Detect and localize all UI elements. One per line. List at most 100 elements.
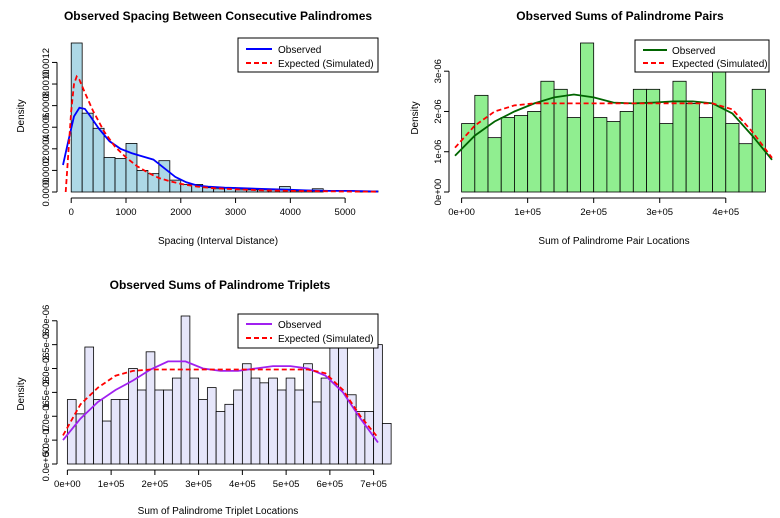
observed-density-line xyxy=(62,360,379,444)
histogram-bar xyxy=(527,111,542,193)
histogram-bar xyxy=(259,382,270,465)
histogram-bar xyxy=(92,127,105,193)
y-tick-label: 1.5e-06 xyxy=(41,376,52,408)
legend-label: Expected (Simulated) xyxy=(278,59,374,70)
histogram-bar xyxy=(632,88,647,193)
x-tick-label: 6e+05 xyxy=(317,479,344,490)
histogram-bar xyxy=(303,363,313,465)
y-tick-label: 0e+00 xyxy=(433,179,444,206)
legend-label: Observed xyxy=(278,45,321,56)
histogram-bar xyxy=(580,42,595,193)
histogram-bar xyxy=(158,160,171,193)
y-tick-label: 0.0010 xyxy=(41,69,52,98)
legend-label: Expected (Simulated) xyxy=(278,334,374,345)
histogram-bar xyxy=(619,111,634,193)
chart-triplet-sums: Observed Sums of Palindrome Triplets Den… xyxy=(16,278,392,517)
histogram-bar xyxy=(514,115,529,193)
histogram-bar xyxy=(163,389,173,465)
observed-density-line xyxy=(454,93,773,161)
histogram-bar xyxy=(119,399,130,465)
x-tick-label: 4e+05 xyxy=(229,479,256,490)
x-tick-label: 5e+05 xyxy=(273,479,300,490)
histogram-bar xyxy=(215,411,226,465)
histogram-bar xyxy=(154,389,165,465)
histogram-bar xyxy=(725,123,740,193)
histogram-bar xyxy=(224,403,235,465)
histogram-bar xyxy=(381,423,392,465)
x-axis-label: Sum of Palindrome Triplet Locations xyxy=(138,506,299,517)
chart-title: Observed Sums of Palindrome Pairs xyxy=(516,9,724,23)
plot-area: 0e+00 1e+05 2e+05 3e+05 4e+05 5e+05 6e+05 7e+05… xyxy=(41,305,392,490)
histogram-bar xyxy=(566,117,581,193)
histogram-bar xyxy=(685,103,700,193)
observed-density-line xyxy=(62,106,379,193)
legend-label: Observed xyxy=(278,320,321,331)
x-tick-label: 4e+05 xyxy=(712,207,739,218)
y-tick-label: 2e-06 xyxy=(433,99,444,123)
y-tick-label: 0.0004 xyxy=(41,134,52,163)
histogram-bar xyxy=(93,399,103,465)
y-tick-label: 0.0008 xyxy=(41,91,52,120)
histogram-bar xyxy=(698,117,713,193)
y-tick-label: 0.0000 xyxy=(41,177,52,206)
x-tick-label: 1000 xyxy=(115,207,136,218)
histogram-bar xyxy=(329,339,340,465)
histogram-bar xyxy=(320,377,331,465)
y-tick-label: 0.0002 xyxy=(41,156,52,185)
histogram-bar xyxy=(110,399,121,465)
y-tick-label: 3e-06 xyxy=(433,59,444,83)
histogram-bar xyxy=(659,123,674,193)
expected-density-line xyxy=(454,102,773,159)
histogram-bar xyxy=(553,88,568,193)
histogram-bar xyxy=(268,377,278,465)
x-axis-label: Sum of Palindrome Pair Locations xyxy=(538,236,689,247)
histogram-bar xyxy=(373,344,383,465)
histogram-bar xyxy=(125,143,138,193)
y-tick-label: 5.0e-07 xyxy=(41,424,52,456)
legend: Observed Expected (Simulated) xyxy=(237,37,379,73)
histogram-bar xyxy=(206,387,217,465)
histogram-bar xyxy=(593,117,608,193)
histogram-bar xyxy=(751,88,766,193)
histogram-bar xyxy=(189,377,200,465)
x-tick-label: 2e+05 xyxy=(142,479,169,490)
y-axis-label: Density xyxy=(410,101,421,134)
histogram-bar xyxy=(136,389,147,465)
histogram-bar xyxy=(285,377,296,465)
histogram-bar xyxy=(311,401,322,465)
x-tick-label: 1e+05 xyxy=(514,207,541,218)
histogram-bar xyxy=(241,363,252,465)
histogram-bar xyxy=(500,117,515,193)
x-tick-label: 1e+05 xyxy=(98,479,125,490)
histogram-bar xyxy=(364,411,375,465)
legend-label: Observed xyxy=(672,46,715,57)
x-tick-label: 3e+05 xyxy=(646,207,673,218)
histogram-bar xyxy=(103,157,116,193)
x-tick-label: 3e+05 xyxy=(185,479,212,490)
y-tick-label: 0.0012 xyxy=(41,48,52,77)
histogram-bar xyxy=(136,170,149,193)
histogram-bar xyxy=(233,389,243,465)
y-tick-label: 3.0e-06 xyxy=(41,305,52,337)
histogram-bar xyxy=(171,377,182,465)
y-tick-label: 1e-06 xyxy=(433,140,444,164)
histogram-bar xyxy=(646,88,661,193)
histogram-bar xyxy=(474,94,489,193)
x-tick-label: 7e+05 xyxy=(360,479,387,490)
y-axis-label: Density xyxy=(16,99,27,132)
x-tick-label: 0e+00 xyxy=(448,207,475,218)
x-tick-label: 0e+00 xyxy=(54,479,81,490)
y-tick-label: 1.0e-06 xyxy=(41,400,52,432)
legend: Observed Expected (Simulated) xyxy=(634,39,770,73)
histogram-bar xyxy=(487,137,502,193)
y-axis-label: Density xyxy=(16,377,27,410)
x-tick-label: 2e+05 xyxy=(580,207,607,218)
chart-spacing: Observed Spacing Between Consecutive Pal… xyxy=(16,9,379,247)
histogram-bar xyxy=(84,346,95,465)
histogram-bar xyxy=(180,315,191,465)
legend: Observed Expected (Simulated) xyxy=(237,313,379,349)
y-tick-label: 0.0e+00 xyxy=(41,447,52,482)
y-tick-label: 0.0006 xyxy=(41,113,52,142)
histogram-bar xyxy=(276,389,287,465)
